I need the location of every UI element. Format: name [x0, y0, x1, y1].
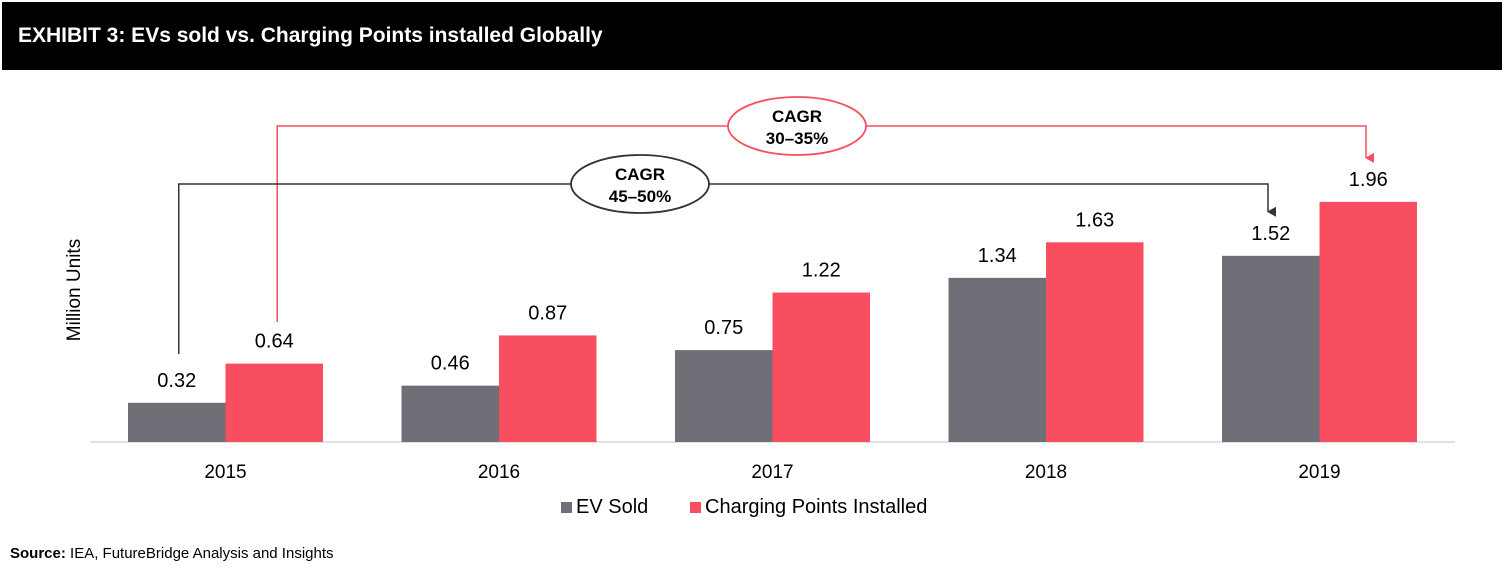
data-label-ev-sold-2017: 0.75: [704, 317, 743, 339]
bar-ev-sold-2017: [675, 350, 773, 442]
x-tick-label-2015: 2015: [204, 462, 246, 483]
data-label-ev-sold-2018: 1.34: [978, 245, 1017, 267]
cagr-bubble-charging-points: [727, 96, 867, 156]
x-tick-label-2017: 2017: [751, 462, 793, 483]
cagr-value-charging-points: 30–35%: [766, 129, 828, 148]
source-text: IEA, FutureBridge Analysis and Insights: [70, 545, 334, 562]
cagr-title-charging-points: CAGR: [772, 107, 822, 126]
bar-charging-points-2016: [499, 335, 597, 442]
exhibit-header: EXHIBIT 3: EVs sold vs. Charging Points …: [2, 2, 1502, 70]
cagr-value-ev-sold: 45–50%: [609, 187, 671, 206]
exhibit-title: EXHIBIT 3: EVs sold vs. Charging Points …: [18, 24, 603, 47]
bar-charging-points-2019: [1319, 201, 1417, 442]
legend-label-charging-points: Charging Points Installed: [705, 496, 927, 518]
source-label: Source:: [10, 545, 66, 562]
bar-chart: Million Units 0.32 0.64 2015 0.46 0.87 2016 0.7…: [64, 96, 1455, 518]
bar-ev-sold-2019: [1222, 255, 1320, 442]
data-label-charging-points-2019: 1.96: [1349, 169, 1388, 191]
x-tick-label-2018: 2018: [1025, 462, 1067, 483]
x-tick-label-2019: 2019: [1298, 462, 1340, 483]
bar-charging-points-2017: [772, 292, 870, 442]
data-label-ev-sold-2016: 0.46: [431, 353, 470, 375]
cagr-title-ev-sold: CAGR: [615, 165, 665, 184]
bar-ev-sold-2016: [401, 385, 499, 442]
y-axis-label: Million Units: [64, 239, 85, 341]
bar-charging-points-2015: [225, 363, 323, 442]
legend-label-ev-sold: EV Sold: [576, 496, 648, 518]
data-label-charging-points-2018: 1.63: [1075, 209, 1114, 231]
cagr-bubble-ev-sold: [570, 154, 710, 214]
legend-swatch-ev-sold: [561, 502, 572, 513]
data-label-charging-points-2016: 0.87: [528, 302, 567, 324]
data-label-charging-points-2015: 0.64: [255, 331, 294, 353]
x-tick-label-2016: 2016: [478, 462, 520, 483]
bar-charging-points-2018: [1046, 242, 1144, 442]
bar-ev-sold-2018: [948, 277, 1046, 442]
data-label-ev-sold-2015: 0.32: [157, 370, 196, 392]
cagr-connector-ev-sold: [178, 183, 1276, 354]
legend-swatch-charging-points: [690, 502, 701, 513]
source-note: Source: IEA, FutureBridge Analysis and I…: [10, 545, 334, 562]
bar-ev-sold-2015: [128, 402, 226, 442]
data-label-ev-sold-2019: 1.52: [1251, 223, 1290, 245]
data-label-charging-points-2017: 1.22: [802, 260, 841, 282]
